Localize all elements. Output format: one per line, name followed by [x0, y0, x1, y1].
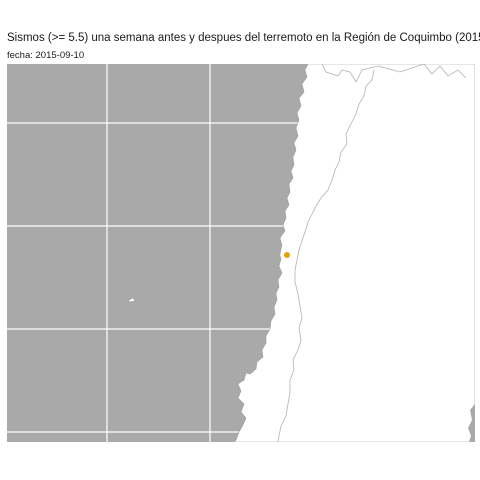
northern-border [321, 64, 425, 83]
map-subtitle: fecha: 2015-09-10 [7, 50, 85, 61]
country-border [277, 69, 375, 442]
atlantic-coast [468, 404, 475, 442]
province-border [423, 64, 467, 79]
coastal-lagoon [276, 238, 282, 256]
island [128, 297, 136, 303]
earthquake-point [284, 252, 290, 258]
map-title: Sismos (>= 5.5) una semana antes y despu… [7, 32, 480, 44]
land-south-america [233, 64, 475, 442]
